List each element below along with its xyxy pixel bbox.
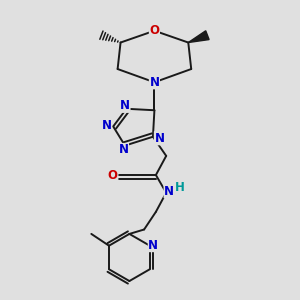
Text: N: N [148,238,158,252]
Text: H: H [175,181,184,194]
Text: N: N [118,143,128,157]
Text: O: O [108,169,118,182]
Text: N: N [102,119,112,132]
Polygon shape [188,31,209,43]
Text: N: N [154,132,164,145]
Text: N: N [164,185,174,198]
Text: N: N [120,99,130,112]
Text: O: O [149,24,159,37]
Text: N: N [149,76,159,89]
